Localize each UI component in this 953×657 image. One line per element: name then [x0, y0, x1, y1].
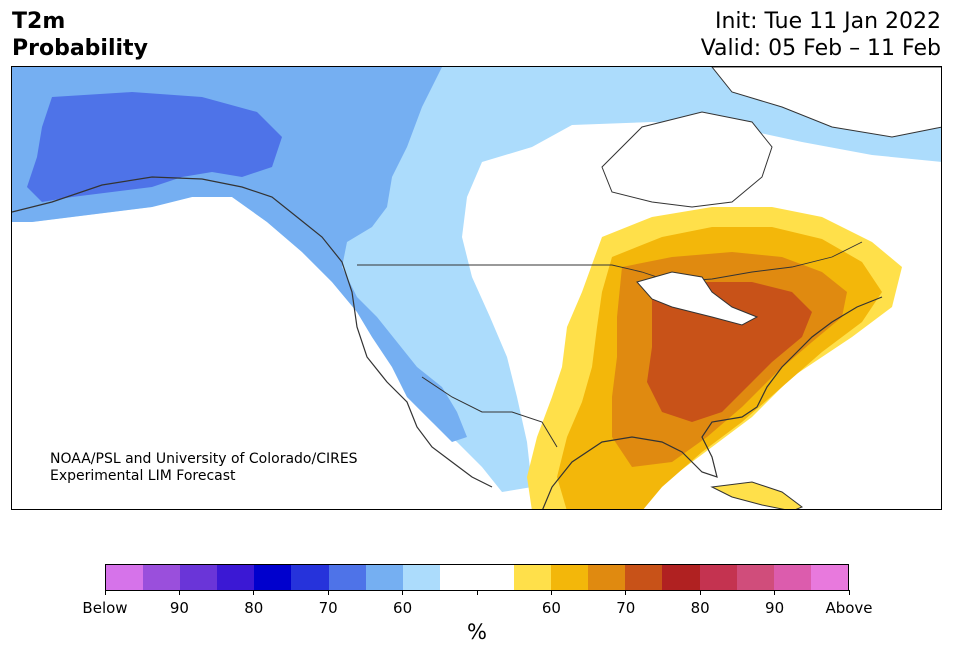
colorbar-segment	[291, 565, 329, 590]
colorbar-tick	[327, 590, 329, 595]
colorbar-tick	[178, 590, 180, 595]
colorbar-tick-label: 60	[393, 599, 413, 617]
colorbar-segment	[773, 565, 811, 590]
cuba	[710, 481, 804, 509]
forecast-dates: Init: Tue 11 Jan 2022 Valid: 05 Feb – 11…	[701, 8, 941, 62]
colorbar	[105, 564, 849, 591]
valid-date: Valid: 05 Feb – 11 Feb	[700, 36, 941, 61]
colorbar-tick	[402, 590, 404, 595]
colorbar-segment	[439, 565, 477, 590]
colorbar-tick	[699, 590, 701, 595]
colorbar-segment	[551, 565, 589, 590]
colorbar-tick-label: Below	[82, 599, 128, 617]
great-lakes	[636, 271, 759, 326]
mexico-outline	[421, 376, 558, 448]
credit-line-2: Experimental LIM Forecast	[50, 468, 236, 484]
colorbar-segment	[699, 565, 737, 590]
colorbar-tick	[774, 590, 776, 595]
colorbar-tick-label: 60	[541, 599, 561, 617]
init-date: Init: Tue 11 Jan 2022	[714, 9, 941, 34]
colorbar-tick	[625, 590, 627, 595]
colorbar-segment	[143, 565, 181, 590]
colorbar-segment	[662, 565, 700, 590]
credit-line-1: NOAA/PSL and University of Colorado/CIRE…	[50, 451, 358, 467]
colorbar-segment	[217, 565, 255, 590]
map-title: T2m Probability	[12, 8, 148, 62]
colorbar-tick	[104, 590, 106, 595]
coastline	[12, 176, 493, 488]
colorbar-tick-label: 70	[318, 599, 338, 617]
map-canvas	[12, 67, 941, 509]
colorbar-tick-label: Above	[825, 599, 873, 617]
forecast-map: NOAA/PSL and University of Colorado/CIRE…	[11, 66, 942, 510]
colorbar-tick-label: 90	[169, 599, 189, 617]
colorbar-segment	[106, 565, 144, 590]
colorbar-tick-label: 80	[244, 599, 264, 617]
arctic-islands	[711, 67, 941, 138]
colorbar-segment	[180, 565, 218, 590]
canada-us-border	[357, 241, 863, 283]
colorbar-unit: %	[467, 620, 487, 644]
colorbar-segment	[254, 565, 292, 590]
colorbar-segment	[514, 565, 552, 590]
colorbar-tick	[476, 590, 478, 595]
colorbar-segment	[588, 565, 626, 590]
title-variable: T2m	[12, 9, 66, 34]
colorbar-segment	[328, 565, 366, 590]
colorbar-segment	[810, 565, 848, 590]
colorbar-tick-label: 90	[765, 599, 785, 617]
east-coastline	[542, 296, 883, 509]
colorbar-segment	[736, 565, 774, 590]
title-type: Probability	[12, 36, 148, 61]
colorbar-tick	[550, 590, 552, 595]
hudson-bay	[601, 111, 773, 208]
colorbar-segment	[365, 565, 403, 590]
cold-80-region	[27, 92, 282, 202]
warm-90-region	[647, 282, 812, 422]
colorbar-tick	[848, 590, 850, 595]
credit-text: NOAA/PSL and University of Colorado/CIRE…	[50, 451, 358, 485]
colorbar-segment	[625, 565, 663, 590]
colorbar-tick-label: 70	[616, 599, 636, 617]
colorbar-tick-label: 80	[690, 599, 710, 617]
colorbar-segment	[402, 565, 440, 590]
colorbar-segment	[476, 565, 515, 590]
colorbar-tick	[253, 590, 255, 595]
